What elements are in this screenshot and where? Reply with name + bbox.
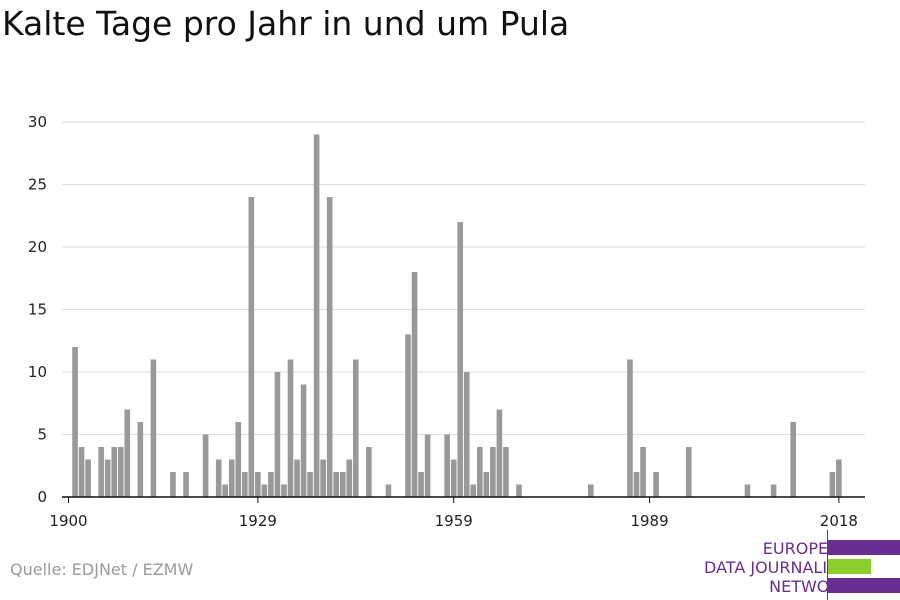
bar-1940[interactable] (326, 197, 333, 497)
bar-1927[interactable] (241, 472, 248, 497)
bar-1916[interactable] (170, 472, 176, 497)
bar-1937[interactable] (307, 472, 313, 497)
bar-1907[interactable] (111, 447, 118, 497)
bar-1995[interactable] (685, 447, 692, 497)
bar-1943[interactable] (346, 459, 353, 498)
bar-1959[interactable] (450, 459, 457, 498)
x-tick-label: 1900 (49, 512, 87, 530)
bar-1966[interactable] (496, 409, 503, 498)
bar-1939[interactable] (320, 459, 326, 498)
bar-2018[interactable] (836, 459, 842, 498)
bar-1906[interactable] (104, 459, 111, 498)
x-axis: 1900 1929 1959 1989 2018 (49, 496, 865, 530)
bar-1903[interactable] (85, 459, 91, 498)
bar-1960[interactable] (457, 222, 464, 497)
bar-1961[interactable] (463, 372, 470, 497)
logo-line-data-journalism: DATA JOURNALISM (704, 558, 851, 577)
bar-1929[interactable] (255, 472, 261, 497)
bar-1986[interactable] (627, 359, 633, 498)
bar-1934[interactable] (287, 359, 294, 498)
y-tick-label: 15 (28, 301, 47, 319)
y-axis-ticks: 0 5 10 15 20 25 30 (28, 113, 47, 506)
x-tick-label: 1989 (630, 512, 668, 530)
bar-1969[interactable] (516, 484, 522, 498)
bar-2004[interactable] (744, 484, 751, 498)
bar-1980[interactable] (588, 484, 594, 498)
bar-1924[interactable] (222, 484, 229, 498)
chart-title: Kalte Tage pro Jahr in und um Pula (2, 4, 570, 43)
bar-1908[interactable] (117, 447, 124, 497)
y-tick-label: 5 (37, 426, 47, 444)
bar-2008[interactable] (770, 484, 777, 498)
bar-1964[interactable] (483, 472, 490, 497)
bar-1953[interactable] (411, 272, 418, 497)
edjnet-logo[interactable]: EUROPEAN DATA JOURNALISM NETWORK (670, 530, 900, 600)
x-tick-label: 2018 (820, 512, 858, 530)
bar-2011[interactable] (790, 422, 796, 497)
bar-1955[interactable] (424, 434, 431, 498)
bar-1963[interactable] (477, 447, 483, 497)
bar-1954[interactable] (418, 472, 424, 497)
bar-1913[interactable] (150, 359, 157, 498)
bar-1987[interactable] (633, 472, 640, 497)
bars (72, 134, 842, 498)
bar-1901[interactable] (72, 347, 78, 497)
source-note: Quelle: EDJNet / EZMW (10, 560, 194, 579)
bar-1941[interactable] (333, 472, 339, 497)
bar-1967[interactable] (503, 447, 509, 497)
bar-1931[interactable] (268, 472, 274, 497)
bar-1990[interactable] (653, 472, 659, 497)
bar-1932[interactable] (274, 372, 281, 497)
gridlines (62, 121, 865, 435)
y-tick-label: 0 (37, 488, 47, 506)
bar-2017[interactable] (829, 472, 836, 497)
bar-1921[interactable] (202, 434, 209, 498)
bar-1946[interactable] (366, 447, 372, 497)
y-tick-label: 10 (28, 363, 47, 381)
bar-1965[interactable] (490, 447, 496, 497)
y-tick-label: 25 (28, 176, 47, 194)
bar-1923[interactable] (215, 459, 222, 498)
bar-1925[interactable] (228, 459, 235, 498)
bar-1936[interactable] (300, 384, 307, 498)
bar-1933[interactable] (281, 484, 287, 498)
logo-bar-middle (828, 559, 872, 574)
bar-1949[interactable] (385, 484, 392, 498)
bar-1952[interactable] (405, 334, 411, 498)
logo-bar-bottom (828, 578, 900, 593)
bar-1911[interactable] (137, 422, 144, 497)
bar-1930[interactable] (261, 484, 268, 498)
bar-1942[interactable] (339, 472, 346, 497)
y-tick-label: 20 (28, 238, 47, 256)
bar-1938[interactable] (313, 134, 320, 498)
bar-1905[interactable] (98, 447, 104, 497)
logo-bar-top (828, 540, 900, 555)
logo-divider (827, 530, 828, 600)
bar-1902[interactable] (78, 447, 85, 497)
bar-1944[interactable] (352, 359, 359, 498)
bar-1935[interactable] (294, 459, 300, 498)
bar-1918[interactable] (183, 472, 189, 497)
bar-1926[interactable] (235, 422, 242, 497)
bar-chart: 0 5 10 15 20 25 30 1900 1929 1959 1989 2018 (28, 113, 865, 530)
bar-1928[interactable] (248, 197, 255, 497)
bar-1958[interactable] (444, 434, 450, 498)
x-tick-label: 1929 (239, 512, 277, 530)
y-tick-label: 30 (28, 113, 47, 131)
bar-1962[interactable] (470, 484, 477, 498)
bar-1909[interactable] (124, 409, 131, 498)
x-tick-label: 1959 (435, 512, 473, 530)
bar-1988[interactable] (640, 447, 646, 497)
